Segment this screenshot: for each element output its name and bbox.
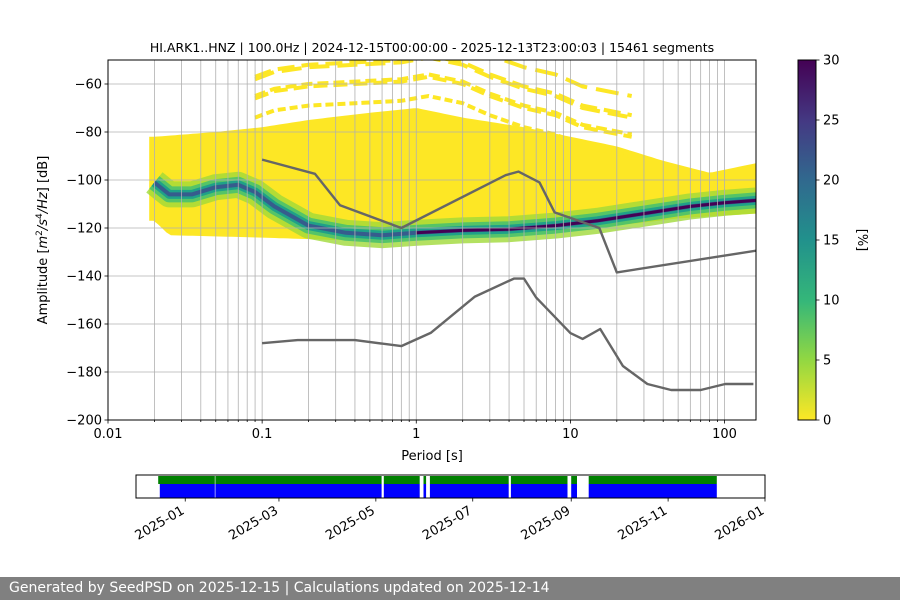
x-tick-label: 10 xyxy=(562,427,579,442)
y-tick-label: −180 xyxy=(66,366,102,381)
footer-credit: Generated by SeedPSD on 2025-12-15 | Cal… xyxy=(0,577,900,600)
psd-density-heatmap xyxy=(146,60,756,249)
availability-green-segment xyxy=(158,476,215,484)
y-tick-label: −140 xyxy=(66,270,102,285)
sparse-psd-band xyxy=(254,72,633,137)
y-axis-ticks: −200 −180 −160 −140 −120 −100 −80 −60 xyxy=(66,78,108,429)
availability-blue-segment xyxy=(588,484,717,498)
colorbar-ticks: 0 5 10 15 20 25 30 xyxy=(816,54,840,429)
date-tick-label: 2025-01 xyxy=(133,503,188,543)
data-availability-bar xyxy=(158,476,717,498)
availability-blue-segment xyxy=(215,484,382,498)
availability-blue-segment xyxy=(571,484,577,498)
y-tick-label: −120 xyxy=(66,222,102,237)
availability-blue-segment xyxy=(510,484,568,498)
date-tick-label: 2025-07 xyxy=(420,503,475,543)
sparse-psd-band xyxy=(254,74,633,139)
plot-frame xyxy=(107,59,757,421)
chart-title: HI.ARK1..HNZ | 100.0Hz | 2024-12-15T00:0… xyxy=(150,40,714,55)
x-tick-label: 0.1 xyxy=(252,427,273,442)
colorbar-tick-label: 5 xyxy=(823,354,831,369)
noise-model-nhnm xyxy=(261,158,756,274)
availability-frame xyxy=(135,474,766,499)
colorbar-tick-label: 0 xyxy=(823,414,831,429)
date-tick-label: 2026-01 xyxy=(712,503,767,543)
colorbar-tick-label: 30 xyxy=(823,54,840,69)
colorbar xyxy=(797,59,817,421)
y-axis-label: Amplitude [m2/s4/Hz] [dB] xyxy=(35,156,51,325)
sparse-psd-band xyxy=(254,93,633,158)
sparse-psd-band xyxy=(254,60,633,120)
date-tick-label: 2025-03 xyxy=(226,503,281,543)
availability-blue-segment xyxy=(423,484,427,498)
colorbar-tick-label: 20 xyxy=(823,174,840,189)
availability-blue-segment xyxy=(383,484,420,498)
y-tick-label: −160 xyxy=(66,318,102,333)
noise-model-curves xyxy=(261,158,756,392)
x-tick-label: 100 xyxy=(712,427,737,442)
availability-green-segment xyxy=(423,476,427,484)
x-tick-label: 0.01 xyxy=(94,427,123,442)
availability-blue-segment xyxy=(159,484,215,498)
sparse-psd-band xyxy=(254,60,633,118)
availability-date-ticks: 2025-01 2025-03 2025-05 2025-07 2025-09 2025-… xyxy=(133,498,767,544)
availability-green-segment xyxy=(571,476,577,484)
y-tick-label: −100 xyxy=(66,174,102,189)
x-tick-label: 1 xyxy=(412,427,420,442)
y-tick-label: −80 xyxy=(75,126,102,141)
noise-model-nlnm xyxy=(261,277,754,392)
availability-green-segment xyxy=(215,476,382,484)
availability-green-segment xyxy=(588,476,717,484)
x-axis-label: Period [s] xyxy=(401,449,463,464)
y-tick-label: −200 xyxy=(66,414,102,429)
availability-green-segment xyxy=(429,476,509,484)
date-tick-label: 2025-11 xyxy=(616,503,671,543)
date-tick-label: 2025-09 xyxy=(519,503,574,543)
availability-blue-segment xyxy=(429,484,509,498)
availability-green-segment xyxy=(383,476,420,484)
plot-grid xyxy=(108,60,756,420)
date-tick-label: 2025-05 xyxy=(323,503,378,543)
x-axis-ticks: 0.01 0.1 1 10 100 xyxy=(94,420,737,442)
colorbar-label: [%] xyxy=(854,229,869,252)
colorbar-tick-label: 25 xyxy=(823,114,840,129)
y-tick-label: −60 xyxy=(75,78,102,93)
colorbar-tick-label: 15 xyxy=(823,234,840,249)
density-mode-peak xyxy=(416,198,756,235)
availability-green-segment xyxy=(510,476,568,484)
colorbar-tick-label: 10 xyxy=(823,294,840,309)
